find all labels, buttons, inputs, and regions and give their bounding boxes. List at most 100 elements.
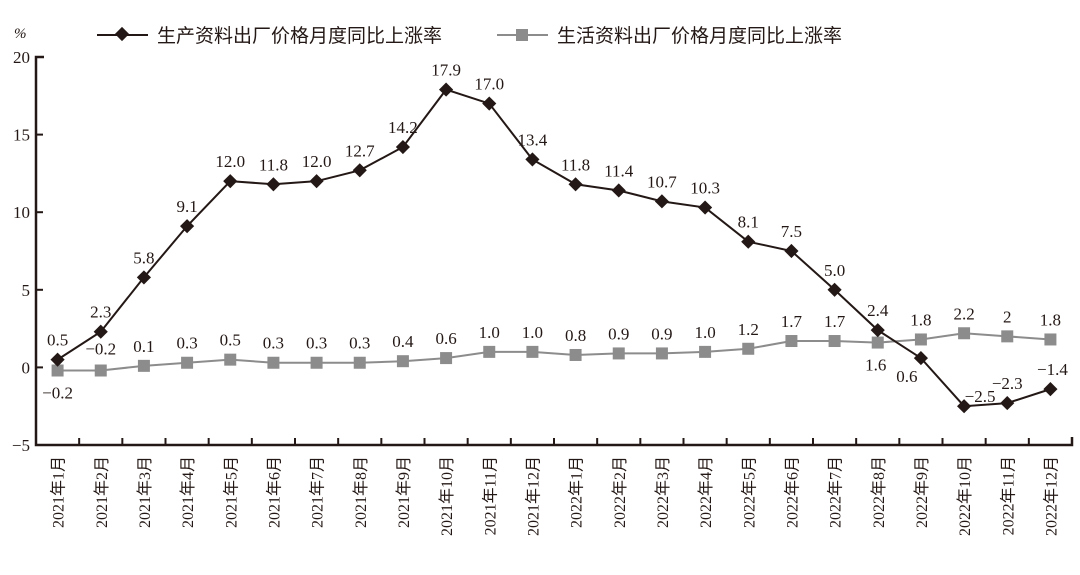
x-tick-label: 2021年8月 — [352, 456, 370, 528]
legend-item-series-0: 生产资料出厂价格月度同比上涨率 — [97, 25, 442, 47]
x-tick-label: 2022年1月 — [568, 456, 586, 528]
data-label-series-0: 5.8 — [133, 248, 154, 267]
data-point-diamond — [870, 323, 885, 338]
data-point-square — [699, 345, 712, 358]
data-point-square — [267, 356, 280, 369]
data-point-square — [958, 327, 971, 340]
y-tick-label: −5 — [12, 436, 30, 455]
data-label-series-1: 0.4 — [392, 332, 414, 351]
data-label-series-1: 1.7 — [824, 312, 846, 331]
series-line-1 — [57, 332, 1051, 372]
data-point-diamond — [309, 174, 324, 189]
data-labels-layer: 0.5 2.3 5.8 9.1 12.0 11.8 12.0 12.7 14.2 17.9 17.0… — [42, 61, 1068, 407]
data-point-square — [612, 347, 625, 360]
data-point-square — [137, 359, 150, 372]
data-point-square — [1001, 330, 1014, 343]
data-point-diamond — [395, 139, 410, 155]
legend-label-series-0: 生产资料出厂价格月度同比上涨率 — [157, 25, 442, 47]
data-label-series-1: 1.0 — [479, 323, 500, 342]
data-label-series-0: 12.7 — [345, 141, 375, 160]
data-label-series-1: 0.9 — [608, 324, 629, 343]
data-point-diamond — [352, 163, 367, 178]
data-label-series-1: 0.3 — [263, 334, 284, 353]
x-tick-label: 2021年10月 — [438, 456, 456, 536]
x-tick-label: 2022年7月 — [827, 456, 845, 528]
data-point-square — [483, 345, 496, 358]
data-label-series-0: 0.6 — [896, 367, 917, 386]
x-tick-label: 2022年6月 — [783, 456, 801, 528]
data-label-series-1: 0.3 — [176, 334, 197, 353]
y-tick-label: 10 — [13, 203, 30, 222]
legend: 生产资料出厂价格月度同比上涨率 生活资料出厂价格月度同比上涨率 — [97, 25, 842, 47]
data-point-diamond — [654, 194, 669, 209]
data-label-series-0: 12.0 — [302, 152, 332, 171]
data-label-series-0: 17.0 — [474, 75, 504, 94]
x-tick-label: 2022年4月 — [697, 456, 715, 528]
data-label-series-1: 0.9 — [651, 324, 672, 343]
data-label-series-1: 0.8 — [565, 326, 586, 345]
data-point-square — [742, 342, 755, 355]
series-layer — [50, 82, 1058, 414]
x-tick-label: 2021年4月 — [179, 456, 197, 528]
legend-marker-square — [516, 29, 528, 41]
data-point-square — [94, 364, 107, 377]
data-label-series-0: 0.5 — [47, 331, 68, 350]
data-label-series-0: 10.3 — [690, 179, 720, 198]
data-point-diamond — [482, 96, 497, 111]
axis-lines — [34, 55, 1074, 447]
y-axis-unit-label: % — [14, 26, 27, 42]
data-label-series-0: 12.0 — [215, 152, 245, 171]
data-point-square — [914, 333, 927, 346]
x-tick-label: 2021年12月 — [524, 456, 542, 536]
data-label-series-1: −0.2 — [42, 384, 73, 403]
data-point-diamond — [827, 282, 842, 297]
data-point-square — [1044, 333, 1057, 346]
data-label-series-0: 5.0 — [824, 261, 845, 280]
legend-marker-diamond — [114, 26, 130, 42]
y-tick-label: 15 — [13, 126, 30, 145]
data-label-series-0: 9.1 — [176, 197, 197, 216]
data-point-diamond — [741, 234, 756, 249]
data-label-series-1: 1.6 — [865, 356, 886, 375]
x-tick-label: 2022年9月 — [913, 456, 931, 528]
data-label-series-1: 1.0 — [522, 323, 543, 342]
x-tick-label: 2021年6月 — [265, 456, 283, 528]
data-point-diamond — [223, 174, 238, 189]
data-label-series-0: 8.1 — [738, 213, 759, 232]
x-tick-label: 2022年2月 — [611, 456, 629, 528]
x-tick-label: 2022年10月 — [956, 456, 974, 536]
data-point-diamond — [136, 270, 151, 285]
data-label-series-1: 0.3 — [349, 334, 370, 353]
data-point-square — [871, 336, 884, 349]
y-tick-label: 5 — [22, 281, 31, 300]
x-tick-label: 2021年2月 — [93, 456, 111, 528]
data-point-square — [181, 356, 194, 369]
legend-label-series-1: 生活资料出厂价格月度同比上涨率 — [557, 25, 842, 47]
data-label-series-1: 1.8 — [910, 310, 931, 329]
data-label-series-0: −2.5 — [965, 387, 996, 406]
data-point-diamond — [93, 324, 108, 339]
x-tick-label: 2021年11月 — [481, 456, 499, 535]
data-point-diamond — [50, 352, 65, 367]
data-label-series-1: 1.7 — [781, 312, 803, 331]
x-tick-label: 2021年5月 — [222, 456, 240, 528]
x-tick-label: 2021年1月 — [50, 456, 68, 528]
data-label-series-0: 11.8 — [561, 155, 590, 174]
data-point-diamond — [784, 243, 799, 259]
data-label-series-0: 17.9 — [431, 61, 461, 80]
y-tick-label: 0 — [22, 358, 31, 377]
data-label-series-0: 11.8 — [259, 155, 288, 174]
data-point-diamond — [1000, 396, 1015, 411]
data-label-series-1: 1.2 — [738, 320, 759, 339]
data-point-square — [224, 353, 237, 366]
data-point-square — [569, 348, 582, 361]
data-point-square — [828, 335, 841, 348]
data-point-square — [396, 355, 409, 368]
data-point-square — [310, 356, 323, 369]
x-tick-label: 2022年8月 — [870, 456, 888, 528]
x-tick-label: 2021年7月 — [309, 456, 327, 528]
data-label-series-0: 13.4 — [518, 130, 548, 149]
data-label-series-1: 1.0 — [694, 323, 715, 342]
legend-item-series-1: 生活资料出厂价格月度同比上涨率 — [497, 25, 842, 47]
data-point-square — [353, 356, 366, 369]
